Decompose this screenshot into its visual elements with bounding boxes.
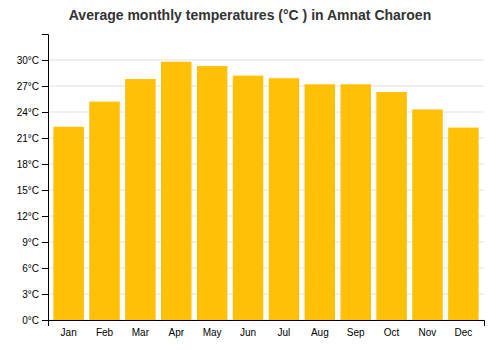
y-tick-label: 21°C (17, 133, 39, 144)
y-tick-label: 6°C (22, 263, 39, 274)
x-tick: Jan (61, 327, 77, 338)
y-tick-mark (42, 216, 48, 217)
x-tick: Sep (347, 327, 365, 338)
y-tick: 6°C (22, 263, 48, 274)
y-tick-label: 27°C (17, 81, 39, 92)
grid (48, 60, 484, 320)
y-tick: 0°C (22, 315, 48, 326)
y-tick-mark (42, 86, 48, 87)
y-tick: 18°C (17, 159, 48, 170)
x-tick: Jun (240, 327, 256, 338)
y-tick-mark (42, 164, 48, 165)
y-tick: 24°C (17, 107, 48, 118)
y-tick-label: 3°C (22, 289, 39, 300)
plot: 0°C 3°C 6°C 9°C 12°C 15°C 18°C 21°C 24°C 27°C 30°C… (17, 35, 485, 339)
y-tick-label: 12°C (17, 211, 39, 222)
x-tick: Mar (132, 327, 150, 338)
bar (269, 78, 300, 320)
y-tick-label: 24°C (17, 107, 39, 118)
x-tick-label: Mar (132, 327, 150, 338)
y-tick-mark (42, 242, 48, 243)
x-tick-label: Feb (96, 327, 114, 338)
bars (53, 62, 478, 320)
y-axis: 0°C 3°C 6°C 9°C 12°C 15°C 18°C 21°C 24°C 27°C 30°C (17, 35, 49, 326)
x-tick-label: Aug (311, 327, 329, 338)
x-tick: May (203, 327, 222, 338)
bar (412, 109, 443, 320)
x-tick: Feb (96, 327, 114, 338)
y-tick: 21°C (17, 133, 48, 144)
x-tick-label: Apr (169, 327, 185, 338)
x-tick-label: Nov (419, 327, 437, 338)
title: Average monthly temperatures (°C ) in Am… (69, 7, 431, 23)
y-tick-mark (42, 294, 48, 295)
x-tick: Jul (278, 327, 291, 338)
x-tick-label: Jul (278, 327, 291, 338)
bar (53, 127, 84, 320)
bar (340, 84, 371, 320)
chart: Average monthly temperatures (°C ) in Am… (0, 0, 500, 350)
x-tick: Aug (311, 327, 329, 338)
y-tick-mark (42, 190, 48, 191)
y-tick: 3°C (22, 289, 48, 300)
bar (125, 79, 156, 320)
grid-line (48, 60, 484, 61)
bar (89, 102, 120, 320)
x-tick-label: May (203, 327, 222, 338)
x-tick-label: Sep (347, 327, 365, 338)
y-tick-mark (42, 138, 48, 139)
y-tick: 27°C (17, 81, 48, 92)
y-tick-label: 30°C (17, 55, 39, 66)
y-tick-mark (42, 112, 48, 113)
x-tick-label: Jun (240, 327, 256, 338)
y-tick-label: 18°C (17, 159, 39, 170)
x-tick-label: Jan (61, 327, 77, 338)
y-tick-mark (42, 320, 48, 321)
y-tick: 12°C (17, 211, 48, 222)
bar (305, 84, 336, 320)
y-tick-label: 15°C (17, 185, 39, 196)
x-axis-line (49, 321, 485, 327)
bar (376, 92, 407, 320)
x-tick-label: Oct (384, 327, 400, 338)
x-axis: Jan Feb Mar Apr May Jun Jul Aug Sep Oct Nov Dec (49, 321, 485, 339)
y-axis-line (42, 35, 49, 321)
x-tick-label: Dec (454, 327, 472, 338)
grid-line (48, 86, 484, 87)
x-tick: Oct (384, 327, 400, 338)
y-tick: 15°C (17, 185, 48, 196)
x-tick: Dec (454, 327, 472, 338)
bar (233, 76, 264, 320)
y-tick-label: 0°C (22, 315, 39, 326)
bar (448, 128, 479, 320)
x-tick: Apr (169, 327, 185, 338)
y-tick: 30°C (17, 55, 48, 66)
y-tick-mark (42, 60, 48, 61)
y-tick: 9°C (22, 237, 48, 248)
bar (161, 62, 192, 320)
x-tick: Nov (419, 327, 437, 338)
y-tick-label: 9°C (22, 237, 39, 248)
y-tick-mark (42, 268, 48, 269)
bar (197, 66, 228, 320)
